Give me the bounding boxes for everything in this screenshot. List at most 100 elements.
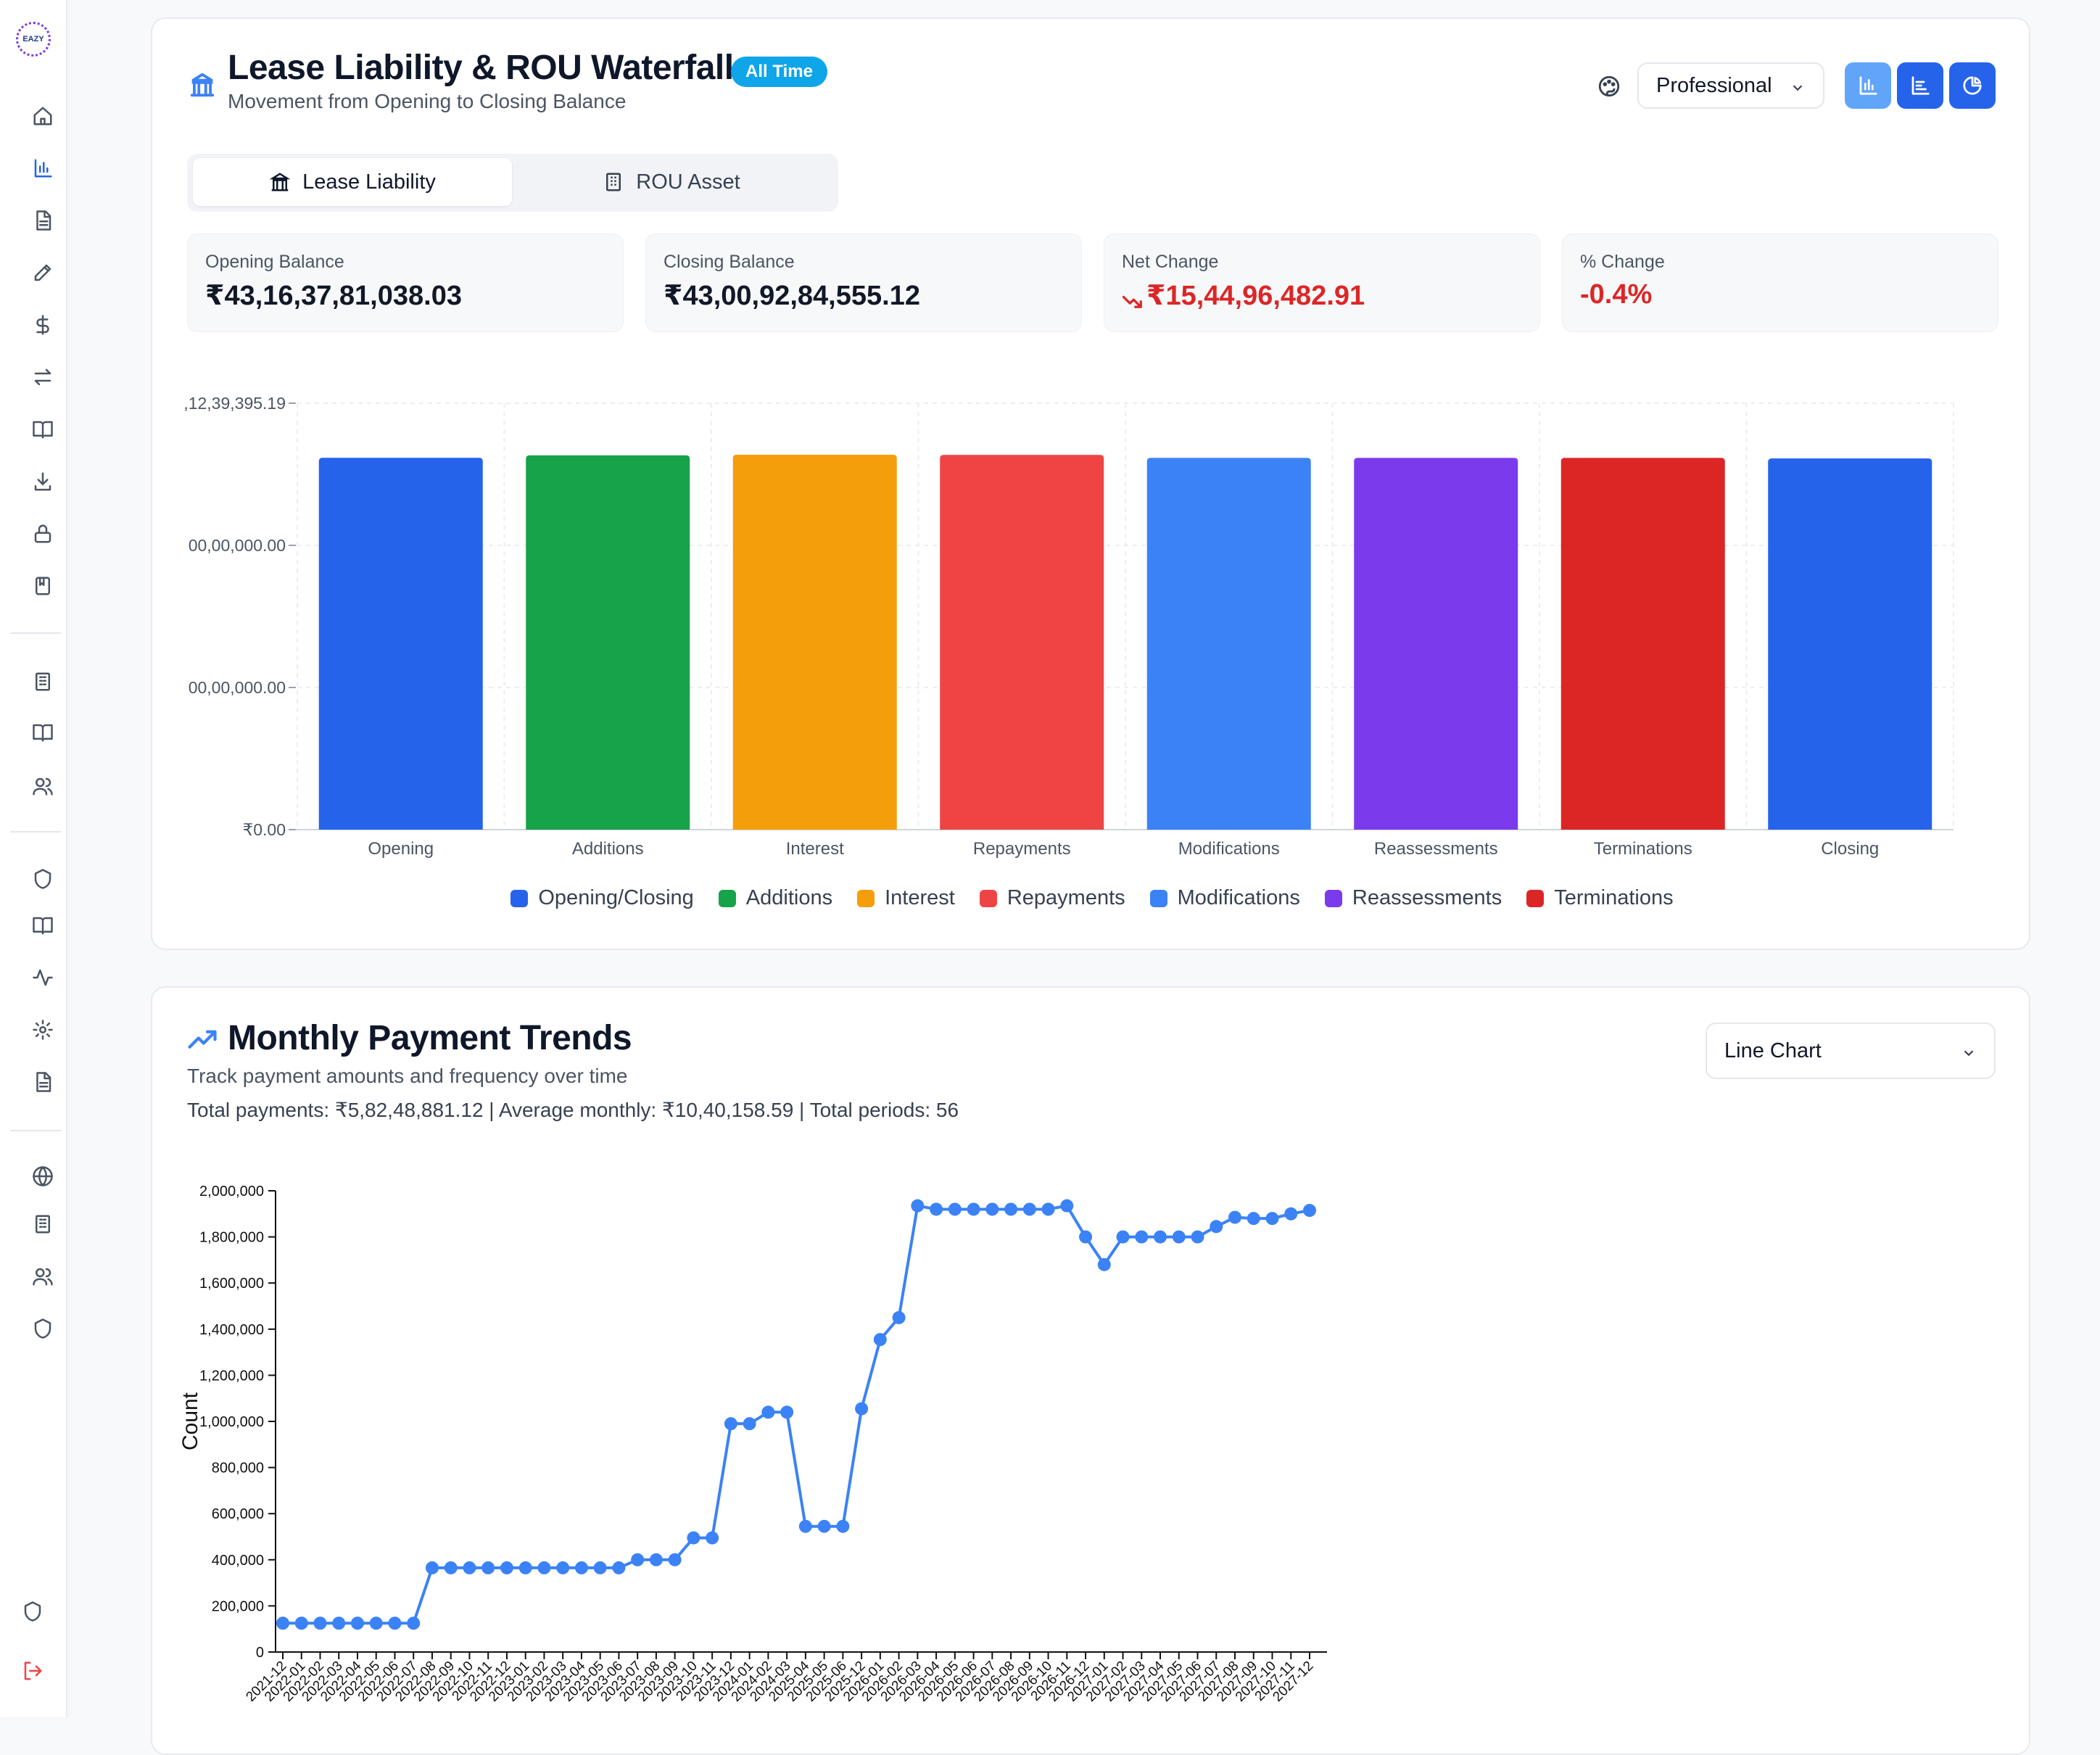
pie-chart-view-button[interactable] <box>1949 62 1996 109</box>
balance-tabs: Lease Liability ROU Asset <box>187 154 838 212</box>
legend-swatch <box>857 889 875 907</box>
file-text-icon <box>36 1072 51 1092</box>
shield-icon <box>34 869 51 889</box>
sidebar-item-shield[interactable] <box>30 1316 55 1341</box>
stat-value: ₹43,00,92,84,555.12 <box>664 281 920 311</box>
sidebar-item-dollar[interactable] <box>30 313 55 337</box>
horizontal-bar-view-button[interactable] <box>1897 62 1943 109</box>
logout-icon <box>24 1661 42 1680</box>
sidebar-item-home[interactable] <box>30 104 55 128</box>
data-point <box>574 1561 588 1574</box>
data-point <box>1265 1212 1279 1226</box>
x-tick-label: Repayments <box>973 839 1071 859</box>
waterfall-chart: ,12,39,395.19 00,00,000.00 00,00,000.00 ₹0.… <box>183 394 1954 859</box>
sidebar-item-shield[interactable] <box>20 1599 45 1624</box>
sidebar-item-shield[interactable] <box>30 867 55 891</box>
trend-line <box>283 1204 1310 1625</box>
data-point <box>817 1519 831 1533</box>
data-point <box>836 1519 850 1533</box>
data-point <box>649 1553 663 1566</box>
sidebar-item-logout[interactable] <box>20 1659 45 1683</box>
y-tick-label: ₹0.00 <box>243 820 286 839</box>
download-icon <box>34 472 51 491</box>
bar-chart-view-button[interactable] <box>1845 62 1891 109</box>
sidebar-item-bar-chart[interactable] <box>30 156 55 181</box>
theme-select[interactable]: Professional <box>1637 62 1824 109</box>
sidebar-divider <box>10 632 61 634</box>
book-icon <box>36 577 50 595</box>
data-point <box>1247 1212 1260 1226</box>
sidebar-item-edit[interactable] <box>30 260 55 285</box>
y-tick-label: 800,000 <box>212 1461 264 1477</box>
sidebar-item-users[interactable] <box>30 1264 55 1289</box>
building-icon <box>36 1215 50 1234</box>
app-logo[interactable]: EAZY <box>16 22 51 57</box>
bar-closing <box>1768 458 1932 830</box>
tab-rou-asset[interactable]: ROU Asset <box>512 158 831 206</box>
x-tick-label: Additions <box>572 839 644 859</box>
building-icon <box>36 672 50 691</box>
data-point <box>518 1561 532 1574</box>
legend-item[interactable]: Terminations <box>1526 886 1674 910</box>
data-point <box>407 1616 421 1630</box>
y-tick-label: 1,800,000 <box>199 1230 264 1246</box>
sidebar-item-settings[interactable] <box>30 1017 55 1042</box>
data-point <box>1191 1230 1204 1244</box>
sidebar-item-book-open[interactable] <box>30 417 55 442</box>
stat-label: Opening Balance <box>205 252 344 272</box>
stat-label: Closing Balance <box>664 252 795 272</box>
legend-item[interactable]: Modifications <box>1149 886 1300 910</box>
data-point <box>1228 1210 1242 1224</box>
legend-label: Opening/Closing <box>538 886 694 909</box>
x-tick-label: Reassessments <box>1374 839 1498 859</box>
legend-item[interactable]: Interest <box>857 886 955 910</box>
y-tick-label: 00,00,000.00 <box>189 536 286 555</box>
bar-additions <box>526 455 690 830</box>
legend-item[interactable]: Opening/Closing <box>510 886 694 910</box>
sidebar-item-building[interactable] <box>30 1212 55 1236</box>
legend-item[interactable]: Repayments <box>979 886 1125 910</box>
data-point <box>500 1561 513 1574</box>
trending-up-icon <box>187 1025 218 1060</box>
data-point <box>706 1531 719 1545</box>
tab-lease-liability[interactable]: Lease Liability <box>193 158 512 206</box>
legend-item[interactable]: Additions <box>718 886 832 910</box>
sidebar-item-book[interactable] <box>30 574 55 598</box>
sidebar-item-activity[interactable] <box>30 965 55 990</box>
sidebar-item-file-text[interactable] <box>30 208 55 233</box>
stat-label: % Change <box>1580 252 1665 272</box>
y-tick-label: 1,600,000 <box>199 1276 264 1292</box>
sidebar-item-globe[interactable] <box>30 1164 55 1189</box>
y-tick-label: 00,00,000.00 <box>189 678 286 697</box>
edit-icon <box>34 264 51 281</box>
legend-item[interactable]: Reassessments <box>1324 886 1502 910</box>
stat-value: ₹43,16,37,81,038.03 <box>205 281 462 311</box>
sidebar-divider <box>10 831 61 833</box>
data-point <box>1004 1202 1018 1216</box>
stat-closing-balance: Closing Balance ₹43,00,92,84,555.12 <box>645 234 1082 332</box>
trends-title: Monthly Payment Trends <box>228 1019 632 1057</box>
sidebar-item-users[interactable] <box>30 774 55 798</box>
data-point <box>537 1561 551 1574</box>
shield-icon <box>34 1318 51 1339</box>
sidebar-item-file-text[interactable] <box>30 1070 55 1094</box>
sidebar-item-book-open[interactable] <box>30 720 55 745</box>
chart-type-select[interactable]: Line Chart <box>1706 1023 1996 1079</box>
palette-icon[interactable] <box>1597 74 1621 99</box>
data-point <box>612 1561 626 1574</box>
bar-modifications <box>1146 458 1311 830</box>
data-point <box>276 1616 289 1630</box>
payment-trends-card: Monthly Payment Trends Track payment amo… <box>151 986 2030 1755</box>
book-open-icon <box>33 917 53 935</box>
sidebar-item-book-open[interactable] <box>30 913 55 938</box>
data-point <box>388 1616 402 1630</box>
book-open-icon <box>33 724 53 742</box>
sidebar-item-transfer[interactable] <box>30 365 55 389</box>
sidebar-item-building[interactable] <box>30 669 55 694</box>
data-point <box>967 1202 980 1216</box>
sidebar-divider <box>10 1130 61 1131</box>
dollar-icon <box>36 315 49 335</box>
sidebar-item-lock[interactable] <box>30 521 55 546</box>
chevron-down-icon <box>1961 1043 1977 1059</box>
sidebar-item-download[interactable] <box>30 469 55 494</box>
